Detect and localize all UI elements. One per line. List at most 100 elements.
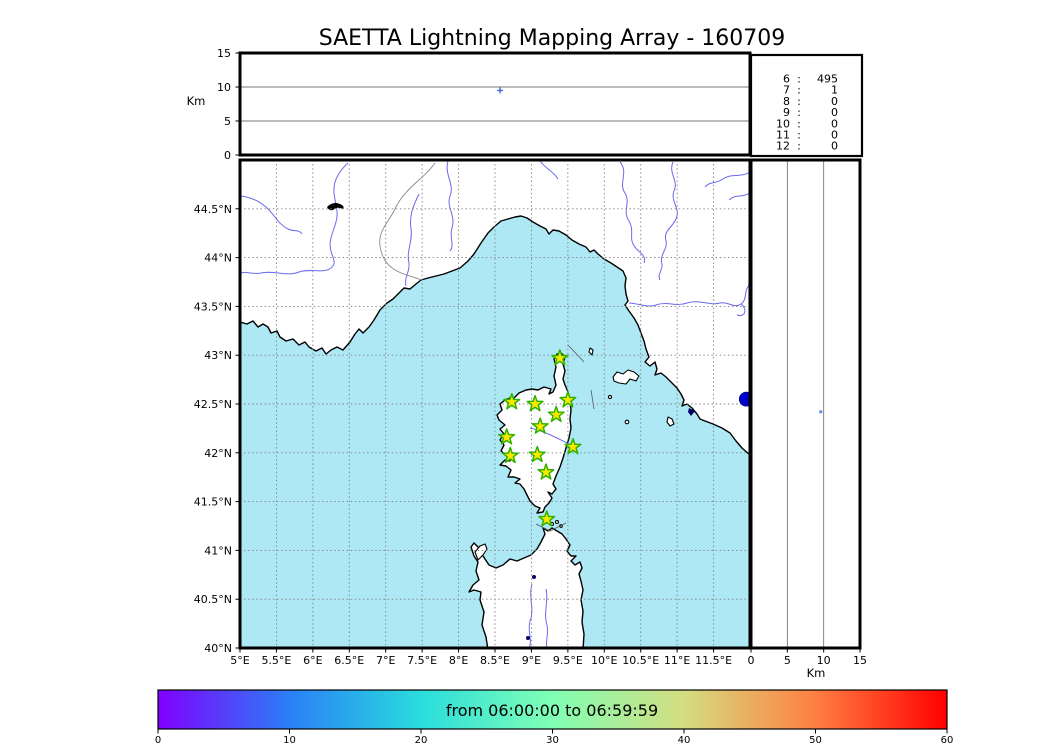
altitude-time-panel: 15 10 5 0 Km <box>187 47 752 162</box>
sea-mark-2 <box>590 389 595 410</box>
svg-text::: : <box>797 106 801 119</box>
river-po-trib-2 <box>658 161 678 281</box>
svg-text:8.5°E: 8.5°E <box>480 654 510 667</box>
legend-source-count: 0 <box>831 95 838 108</box>
legend-box <box>749 53 864 158</box>
altitude-axis-label: Km <box>187 94 206 108</box>
svg-text:0: 0 <box>155 735 161 746</box>
map-latitude-axis: 44.5°N 44°N 43.5°N 43°N 42.5°N 42°N 41.5°N 41°N… <box>194 203 240 655</box>
svg-text:9.5°E: 9.5°E <box>553 654 583 667</box>
svg-text:7.5°E: 7.5°E <box>407 654 437 667</box>
sea-mark-3 <box>535 522 567 532</box>
svg-text:43.5°N: 43.5°N <box>194 300 232 313</box>
svg-text::: : <box>797 129 801 142</box>
svg-text:50: 50 <box>809 735 822 746</box>
svg-text:6.5°E: 6.5°E <box>334 654 364 667</box>
svg-text:41°N: 41°N <box>204 544 232 557</box>
legend-station-count: 11 <box>776 129 790 142</box>
alt-lat-gridlines <box>786 160 825 648</box>
river-sardinia-2 <box>545 588 549 648</box>
station-star-marker <box>547 405 565 423</box>
station-star-marker <box>526 395 544 412</box>
map-geography <box>240 160 750 648</box>
map-station-markers <box>498 349 582 527</box>
legend-rows: 6: 495 7: 1 8: 0 9: 0 10: 0 11: 0 12: 0 <box>776 73 838 153</box>
svg-text:7°E: 7°E <box>376 654 395 667</box>
svg-text:5: 5 <box>784 654 791 667</box>
svg-text:30: 30 <box>546 735 559 746</box>
island-maddalena-2 <box>554 519 560 525</box>
river-durance <box>240 162 349 275</box>
page-title: SAETTA Lightning Mapping Array - 160709 <box>319 26 786 51</box>
coastline-mainland <box>240 160 750 456</box>
svg-text:15: 15 <box>853 654 867 667</box>
river-sardinia-1 <box>528 583 533 648</box>
station-star-marker <box>551 349 569 366</box>
alt-lat-km-label: Km <box>807 666 826 680</box>
alt-time-source-points <box>497 87 504 94</box>
island-elba <box>612 369 640 385</box>
legend-station-count: 12 <box>776 140 790 153</box>
station-star-marker <box>503 393 521 410</box>
svg-text:5: 5 <box>224 115 231 128</box>
legend-station-count: 10 <box>776 117 790 130</box>
svg-text:10: 10 <box>283 735 296 746</box>
svg-text:42°N: 42°N <box>204 447 232 460</box>
river-tanaro <box>446 160 454 252</box>
river-northwest <box>240 195 303 235</box>
map-source-point <box>738 391 750 407</box>
river-po-trib-1 <box>619 161 646 264</box>
legend-source-count: 0 <box>831 117 838 130</box>
svg-text:0: 0 <box>748 654 755 667</box>
time-colorbar: from 06:00:00 to 06:59:59 0 10 20 30 40 50 60 <box>155 689 953 746</box>
coastline-corsica <box>496 352 572 514</box>
altitude-latitude-panel: 0 5 10 15 Km <box>748 158 867 680</box>
river-top-1 <box>539 160 559 180</box>
source-square-marker <box>819 410 823 414</box>
svg-text:10: 10 <box>817 654 831 667</box>
alt-lat-source-points <box>819 410 823 414</box>
legend-source-count: 0 <box>831 140 838 153</box>
svg-text:43°N: 43°N <box>204 349 232 362</box>
svg-text:8°E: 8°E <box>449 654 468 667</box>
station-star-marker <box>538 510 556 527</box>
svg-text:40.5°N: 40.5°N <box>194 593 232 606</box>
station-star-marker <box>498 428 516 445</box>
legend-source-count: 495 <box>817 73 838 86</box>
station-star-marker <box>564 437 582 455</box>
legend-station-count: 6 <box>783 73 790 86</box>
map-longitude-axis: 5°E 5.5°E 6°E 6.5°E 7°E 7.5°E 8°E 8.5°E 9°E 9.5°E… <box>230 648 732 667</box>
map-panel: 5°E 5.5°E 6°E 6.5°E 7°E 7.5°E 8°E 8.5°E 9°E 9.5°E… <box>194 158 752 667</box>
svg-text::: : <box>797 95 801 108</box>
river-arno-branch <box>736 303 746 317</box>
svg-text::: : <box>797 84 801 97</box>
island-capraia <box>588 347 594 356</box>
legend-station-count: 8 <box>783 95 790 108</box>
svg-text:10: 10 <box>217 81 231 94</box>
station-star-marker <box>559 391 577 408</box>
lagoon-orbetello <box>688 408 695 416</box>
colorbar-ticks: 0 10 20 30 40 50 60 <box>155 729 953 746</box>
alt-lat-frame <box>749 158 862 650</box>
svg-text:9°E: 9°E <box>522 654 541 667</box>
lake-sardinia-1 <box>532 575 536 579</box>
legend-source-count: 0 <box>831 106 838 119</box>
island-giglio <box>666 416 675 427</box>
alt-time-plot-area <box>240 53 750 155</box>
source-plus-marker <box>497 87 504 94</box>
alt-time-y-axis: 15 10 5 0 <box>217 47 240 162</box>
country-border-france-italy <box>379 162 436 281</box>
island-montecristo <box>624 419 630 425</box>
rivers <box>240 160 750 648</box>
svg-text:10°E: 10°E <box>591 654 617 667</box>
alt-lat-plot-area <box>751 160 860 648</box>
svg-text:5.5°E: 5.5°E <box>261 654 291 667</box>
colorbar-label: from 06:00:00 to 06:59:59 <box>446 701 658 720</box>
svg-text:20: 20 <box>415 735 428 746</box>
station-star-marker <box>531 417 549 434</box>
svg-text:0: 0 <box>224 149 231 162</box>
coastline-sardinia <box>468 527 585 648</box>
alt-lat-x-axis: 0 5 10 15 <box>748 648 867 667</box>
